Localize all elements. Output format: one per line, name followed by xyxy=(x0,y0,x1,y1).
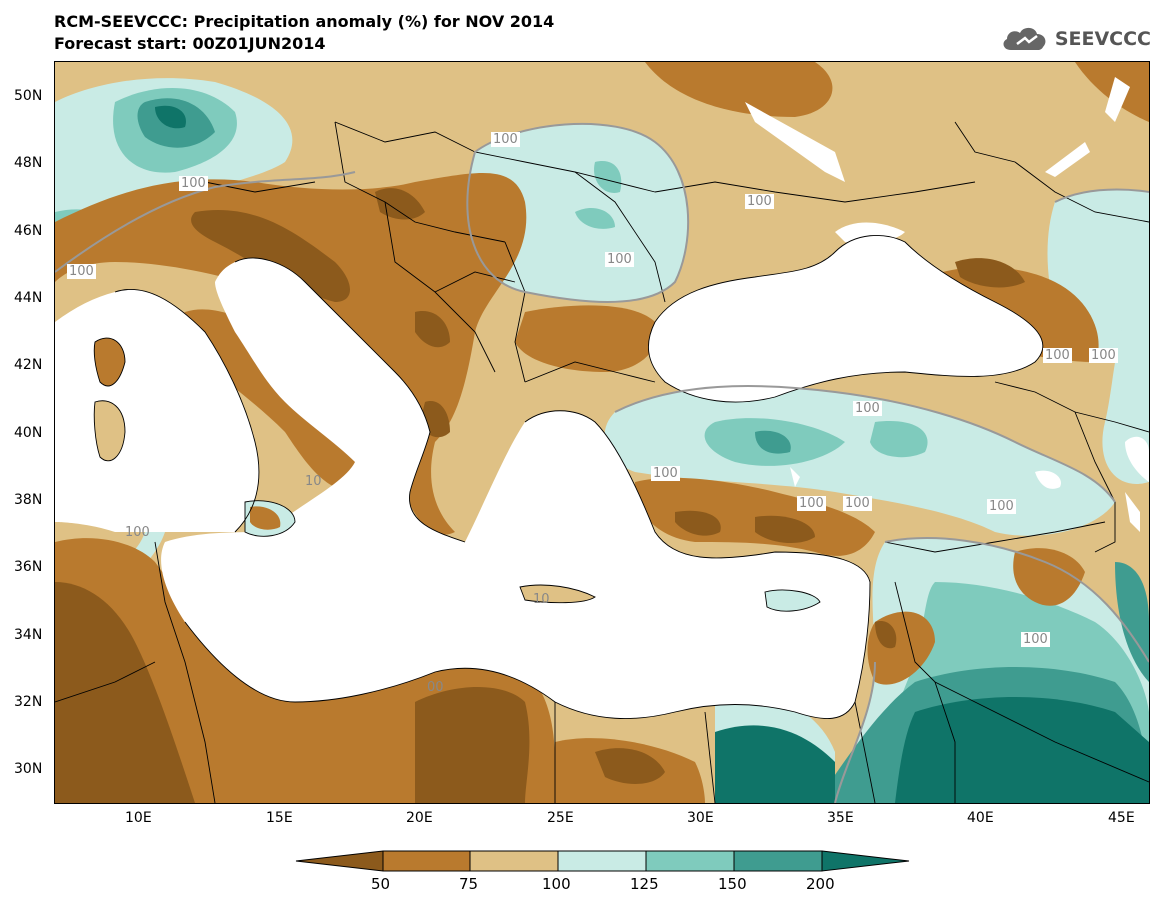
lon-label: 40E xyxy=(967,810,994,826)
legend-tick: 125 xyxy=(630,875,659,893)
contour-label: 100 xyxy=(125,525,150,540)
contour-label: 100 xyxy=(843,496,872,511)
lon-label: 30E xyxy=(687,810,714,826)
lat-label: 38N xyxy=(14,492,43,508)
cloud-icon xyxy=(1003,27,1046,50)
anomaly-gt200-regions xyxy=(155,105,1149,803)
lon-label: 45E xyxy=(1108,810,1135,826)
contour-label: 100 xyxy=(987,499,1016,514)
contour-label: 100 xyxy=(745,194,774,209)
contour-label: 10 xyxy=(305,474,322,489)
contour-label: 10 xyxy=(533,592,550,607)
forecast-start-subtitle: Forecast start: 00Z01JUN2014 xyxy=(54,34,326,53)
lon-label: 10E xyxy=(125,810,152,826)
lon-label: 35E xyxy=(827,810,854,826)
legend-swatch-50-75 xyxy=(382,850,471,872)
contour-label: 100 xyxy=(853,401,882,416)
white-patches xyxy=(745,77,1140,532)
seevccc-logo: SEEVCCC xyxy=(999,22,1151,56)
lon-label: 25E xyxy=(547,810,574,826)
contour-label: 100 xyxy=(605,252,634,267)
legend-swatch-75-100 xyxy=(469,850,559,872)
contour-label: 100 xyxy=(651,466,680,481)
sea-areas xyxy=(55,222,1149,719)
contour-label: 100 xyxy=(67,264,96,279)
anomaly-lt50-regions xyxy=(55,188,1025,803)
lat-label: 30N xyxy=(14,761,43,777)
legend-swatch-lt50 xyxy=(295,850,384,872)
legend-tick: 150 xyxy=(718,875,747,893)
legend-tick: 75 xyxy=(459,875,479,893)
lat-label: 34N xyxy=(14,627,43,643)
lat-label: 36N xyxy=(14,559,43,575)
lat-label: 42N xyxy=(14,357,43,373)
logo-text: SEEVCCC xyxy=(1054,28,1151,50)
legend-tick: 200 xyxy=(806,875,835,893)
lat-label: 40N xyxy=(14,425,43,441)
contour-label: 100 xyxy=(1089,348,1118,363)
contour-labels: 100 100 100 100 100 100 100 100 100 100 … xyxy=(55,62,1149,803)
map-fields xyxy=(55,62,1149,803)
lat-label: 46N xyxy=(14,223,43,239)
contour-label: 100 xyxy=(1021,632,1050,647)
lon-label: 15E xyxy=(266,810,293,826)
islands xyxy=(94,338,820,612)
legend-tick: 50 xyxy=(371,875,391,893)
map-title: RCM-SEEVCCC: Precipitation anomaly (%) f… xyxy=(54,12,555,31)
contour-label: 100 xyxy=(797,496,826,511)
legend-tick: 100 xyxy=(542,875,571,893)
contour-lines-100 xyxy=(55,122,1149,803)
lat-label: 50N xyxy=(14,88,43,104)
legend-swatch-125-150 xyxy=(645,850,735,872)
legend-swatch-gt200 xyxy=(821,850,910,872)
contour-label: 00 xyxy=(427,680,444,695)
lat-label: 44N xyxy=(14,290,43,306)
legend-swatch-100-125 xyxy=(557,850,647,872)
contour-label: 100 xyxy=(491,132,520,147)
coastlines-and-borders xyxy=(55,121,1149,803)
legend-swatch-150-200 xyxy=(733,850,823,872)
precipitation-anomaly-map: 100 100 100 100 100 100 100 100 100 100 … xyxy=(54,61,1150,804)
contour-label: 100 xyxy=(179,176,208,191)
lon-label: 20E xyxy=(406,810,433,826)
lat-label: 32N xyxy=(14,694,43,710)
contour-label: 100 xyxy=(1043,348,1072,363)
lat-label: 48N xyxy=(14,155,43,171)
